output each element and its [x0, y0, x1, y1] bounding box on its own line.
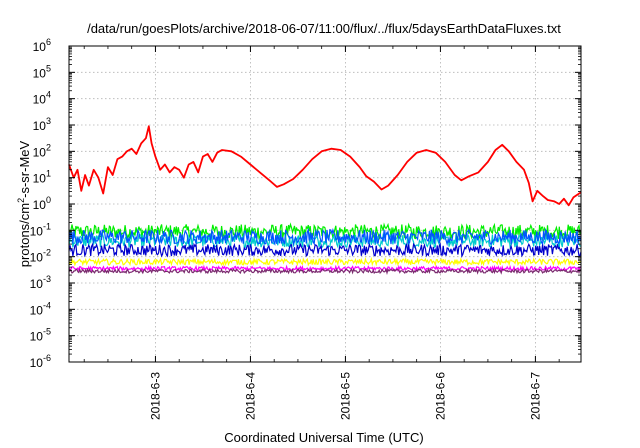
y-tick-label: 10-5 — [30, 327, 51, 344]
y-tick-label-base: 10 — [30, 251, 44, 265]
y-axis-label-main: protons/cm — [17, 203, 32, 267]
y-tick-label-base: 10 — [33, 145, 47, 159]
y-tick-label: 10-1 — [30, 221, 51, 238]
y-tick-label-base: 10 — [30, 277, 44, 291]
series-layer — [68, 125, 582, 275]
y-tick-label-exponent: -3 — [43, 274, 51, 284]
y-tick-label: 10-2 — [30, 248, 51, 265]
series-line — [68, 267, 582, 275]
series-line — [68, 222, 582, 241]
y-tick-label: 10-3 — [30, 274, 51, 291]
y-tick-label-exponent: 1 — [46, 169, 51, 179]
y-axis-label-sup: 2 — [16, 198, 26, 203]
x-tick-label: 2018-6-7 — [528, 372, 542, 420]
y-tick-label: 106 — [33, 37, 51, 54]
x-axis: 2018-6-3 2018-6-4 2018-6-5 2018-6-6 2018-6-7 — [83, 46, 560, 420]
y-tick-label-exponent: 5 — [46, 63, 51, 73]
y-tick-label-base: 10 — [33, 93, 47, 107]
series-line — [68, 256, 582, 267]
y-tick-label-base: 10 — [30, 356, 44, 370]
y-tick-label: 104 — [33, 90, 51, 107]
y-tick-label-exponent: 2 — [46, 142, 51, 152]
series-line-red — [68, 125, 582, 207]
y-tick-label: 101 — [33, 169, 51, 186]
x-tick-label: 2018-6-3 — [148, 372, 162, 420]
y-tick-label-base: 10 — [33, 172, 47, 186]
y-tick-label-exponent: -2 — [43, 248, 51, 258]
y-tick-label: 103 — [33, 116, 51, 133]
x-tick-label: 2018-6-6 — [433, 372, 447, 420]
y-tick-label-base: 10 — [33, 119, 47, 133]
y-tick-label: 100 — [33, 195, 51, 212]
y-tick-label-base: 10 — [30, 224, 44, 238]
x-tick-label: 2018-6-4 — [243, 372, 257, 420]
y-tick-label-exponent: 6 — [46, 37, 51, 47]
y-tick-label: 10-4 — [30, 300, 51, 317]
x-axis-label: Coordinated Universal Time (UTC) — [224, 430, 423, 445]
y-tick-label: 102 — [33, 142, 51, 159]
y-tick-label-base: 10 — [33, 198, 47, 212]
grid — [69, 46, 581, 362]
y-tick-label-exponent: -5 — [43, 327, 51, 337]
y-axis-label-rest: -s-sr-MeV — [17, 140, 32, 197]
y-tick-label-base: 10 — [33, 66, 47, 80]
y-tick-label-exponent: -4 — [43, 300, 51, 310]
y-tick-label-base: 10 — [30, 330, 44, 344]
y-axis: 10-610-510-410-310-210-11001011021031041… — [30, 37, 581, 370]
y-axis-label: protons/cm2-s-sr-MeV — [16, 140, 32, 267]
y-tick-label-exponent: 0 — [46, 195, 51, 205]
y-tick-label-exponent: -6 — [43, 353, 51, 363]
y-tick-label-exponent: 4 — [46, 90, 51, 100]
x-tick-label: 2018-6-5 — [338, 372, 352, 420]
y-tick-label-exponent: -1 — [43, 221, 51, 231]
y-tick-label: 105 — [33, 63, 51, 80]
series-line — [68, 227, 582, 247]
y-tick-label-base: 10 — [30, 303, 44, 317]
y-tick-label: 10-6 — [30, 353, 51, 370]
y-tick-label-base: 10 — [33, 40, 47, 54]
series-line — [68, 242, 582, 258]
y-tick-label-exponent: 3 — [46, 116, 51, 126]
series-line — [68, 232, 582, 249]
chart-title: /data/run/goesPlots/archive/2018-06-07/1… — [87, 21, 561, 36]
